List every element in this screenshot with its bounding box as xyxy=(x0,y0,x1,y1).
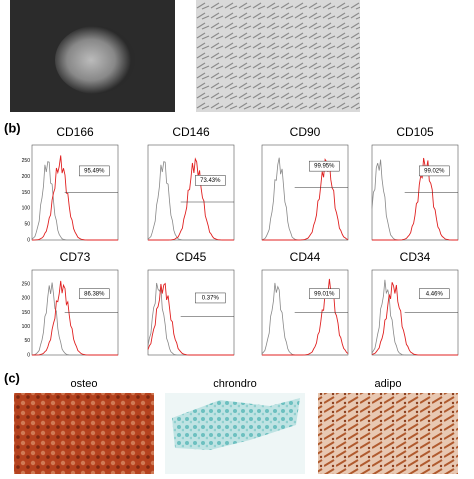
plot-frame xyxy=(147,269,235,356)
marker-curve xyxy=(262,158,349,241)
plot-title: CD90 xyxy=(290,125,321,139)
micrograph-cells xyxy=(196,0,360,112)
plot-frame xyxy=(261,144,349,241)
caption: adipo xyxy=(375,378,402,390)
percent: 86.38% xyxy=(84,291,105,297)
y-tick-label: 100 xyxy=(22,206,31,212)
percent-box xyxy=(419,165,450,177)
histograms: CD166 95.49% 0 50 100 150 200 250 CD146 73.43% CD9… xyxy=(22,125,459,358)
percent: 73.43% xyxy=(200,178,221,184)
stain-image xyxy=(14,393,154,474)
percent-box xyxy=(309,160,340,172)
y-tick-label: 50 xyxy=(24,221,30,227)
marker-curve xyxy=(371,282,458,356)
y-tick-label: 200 xyxy=(22,296,31,302)
marker-curve xyxy=(147,282,234,356)
percent-box xyxy=(195,175,226,186)
y-tick-label: 250 xyxy=(22,281,31,287)
panel-label: (c) xyxy=(4,370,20,385)
y-tick-label: 200 xyxy=(22,174,31,180)
plot-title: CD45 xyxy=(176,250,207,264)
caption: chrondro xyxy=(213,378,256,390)
stain-images: osteo chrondro adipo xyxy=(14,378,458,474)
marker-curve xyxy=(32,155,118,241)
percent: 95.49% xyxy=(84,168,105,174)
y-tick-label: 50 xyxy=(24,338,30,344)
percent-box xyxy=(309,288,340,299)
plot-title: CD166 xyxy=(56,125,94,139)
percent-box xyxy=(195,292,226,304)
caption: osteo xyxy=(71,378,98,390)
plot-title: CD34 xyxy=(400,250,431,264)
percent: 99.01% xyxy=(314,291,335,297)
control-curve xyxy=(261,157,348,241)
percent: 0.37% xyxy=(202,296,220,302)
plot-title: CD146 xyxy=(172,125,210,139)
y-tick-label: 100 xyxy=(22,324,31,330)
y-tick-label: 150 xyxy=(22,310,31,316)
y-tick-label: 150 xyxy=(22,190,31,196)
percent-box xyxy=(79,288,110,299)
marker-curve xyxy=(32,280,118,356)
plot-title: CD73 xyxy=(60,250,91,264)
plot-title: CD44 xyxy=(290,250,321,264)
y-tick-label: 0 xyxy=(27,237,30,243)
percent: 99.95% xyxy=(314,164,335,170)
marker-curve xyxy=(148,157,234,241)
y-tick-label: 250 xyxy=(22,158,31,164)
stain-image xyxy=(318,393,458,474)
y-tick-label: 0 xyxy=(27,352,30,358)
panel-label: (b) xyxy=(4,120,21,135)
percent: 4.46% xyxy=(426,291,444,297)
percent: 99.02% xyxy=(424,168,445,174)
plot-frame xyxy=(147,144,235,241)
colony xyxy=(55,26,135,94)
marker-curve xyxy=(372,157,458,241)
control-curve xyxy=(371,159,458,241)
stain-region xyxy=(172,398,300,450)
plot-title: CD105 xyxy=(396,125,434,139)
percent-box xyxy=(419,288,450,299)
percent-box xyxy=(79,165,110,177)
